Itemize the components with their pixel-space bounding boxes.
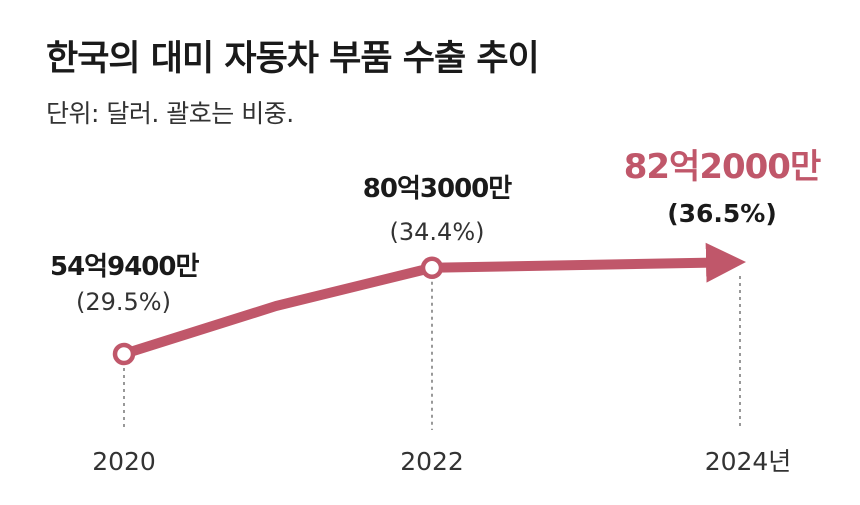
value-label-2022: 80억3000만 xyxy=(363,174,512,204)
chart-title: 한국의 대미 자동차 부품 수출 추이 xyxy=(46,39,540,79)
chart-subtitle: 단위: 달러. 괄호는 비중. xyxy=(46,99,294,128)
value-label-2020: 54억9400만 xyxy=(50,252,199,282)
data-point-2022 xyxy=(420,256,444,280)
share-label-2022: (34.4%) xyxy=(390,218,485,246)
x-tick-label-1: 2022 xyxy=(400,447,464,476)
x-tick-label-0: 2020 xyxy=(92,447,156,476)
data-point-2020 xyxy=(112,342,136,366)
value-label-2024년: 82억2000만 xyxy=(624,147,821,187)
x-tick-label-2: 2024년 xyxy=(705,447,792,476)
share-label-2024년: (36.5%) xyxy=(667,199,777,228)
share-label-2020: (29.5%) xyxy=(76,288,171,316)
series-arrow-2022-2024 xyxy=(431,242,746,283)
series-line-2020-2022 xyxy=(119,262,437,359)
